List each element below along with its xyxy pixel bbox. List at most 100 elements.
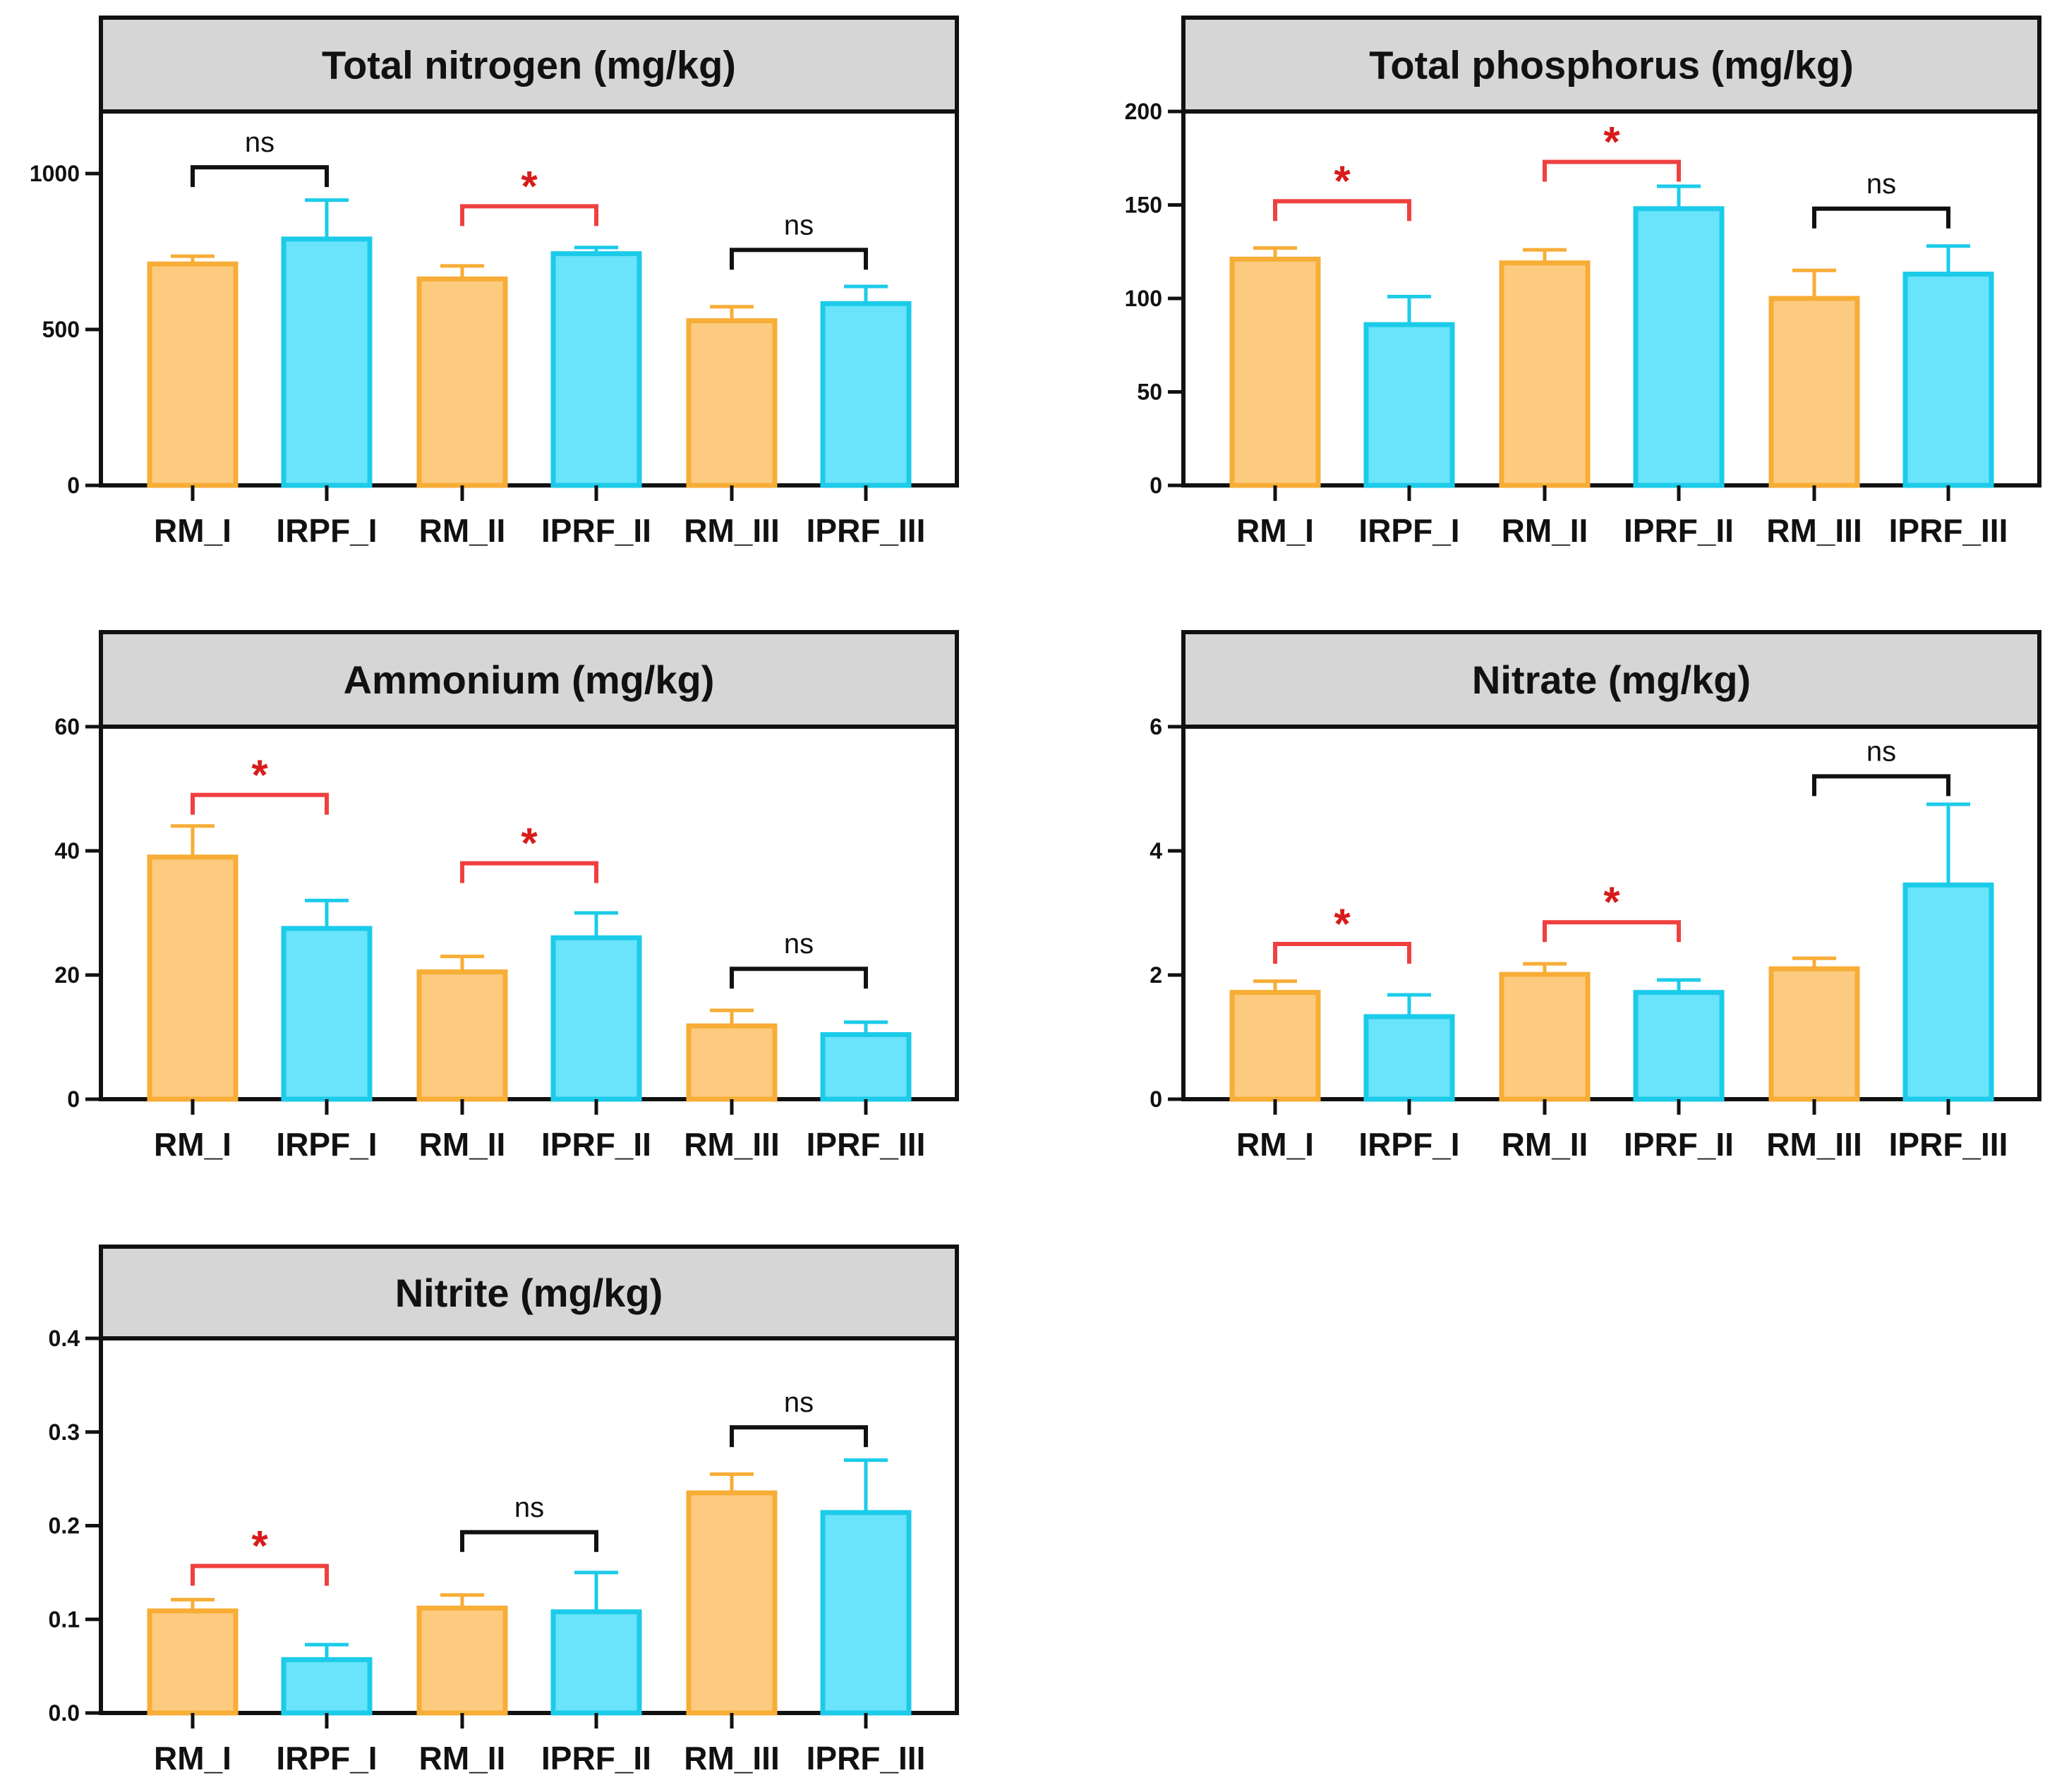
bar-iprf-ii [550,251,642,488]
x-tick-label-rm-ii: RM_II [419,1740,506,1776]
x-tick-label-rm-i: RM_I [154,1740,231,1776]
x-tick-label-rm-iii: RM_III [1766,1126,1862,1163]
bar-iprf-iii [1902,882,1994,1102]
x-tick-label-iprf-iii: IPRF_III [807,512,926,549]
y-tick-label: 1000 [30,161,80,186]
x-tick-label-rm-i: RM_I [1236,1126,1314,1163]
comparison-bracket [191,1563,329,1586]
panel-title: Ammonium (mg/kg) [344,658,715,702]
bar-rm-i [1229,256,1321,488]
y-tick-label: 4 [1150,838,1162,864]
comparison-bracket [191,792,329,815]
bar-iprf-iii [820,1031,912,1102]
y-tick-label: 150 [1125,193,1162,218]
x-tick-label-irpf-i: IRPF_I [276,1126,377,1163]
bar-irpf-i [1363,1014,1455,1102]
y-tick-label: 0.2 [49,1513,80,1539]
significance-star: * [521,162,538,210]
bar-rm-i [147,261,239,488]
bar-irpf-i [1363,322,1455,488]
x-tick-label-iprf-iii: IPRF_III [1889,1126,2008,1163]
significance-star: * [1334,900,1351,948]
y-tick-label: 0 [1150,1086,1162,1112]
significance-ns: ns [1866,736,1896,767]
x-tick-label-rm-ii: RM_II [1502,512,1588,549]
comparison-bracket [1543,920,1681,943]
significance-ns: ns [514,1492,544,1523]
x-tick-label-iprf-ii: IPRF_II [1624,1126,1734,1163]
y-tick-label: 200 [1125,99,1162,124]
bar-rm-iii [1768,296,1860,488]
bar-iprf-ii [1633,990,1725,1102]
bar-rm-iii [686,1490,778,1716]
x-tick-label-rm-ii: RM_II [419,1126,506,1163]
y-tick-label: 0.1 [49,1606,80,1632]
bar-iprf-ii [550,935,642,1102]
x-tick-label-rm-iii: RM_III [684,512,779,549]
bar-rm-ii [416,1605,508,1716]
bar-iprf-iii [1902,272,1994,488]
x-tick-label-rm-i: RM_I [154,1126,231,1163]
significance-ns: ns [784,1387,814,1418]
significance-ns: ns [1866,169,1896,200]
comparison-bracket [460,204,598,226]
bar-rm-ii [1499,260,1591,488]
significance-star: * [1603,119,1620,166]
significance-ns: ns [784,210,814,241]
significance-star: * [251,751,268,799]
panel-title-box [1181,630,2041,729]
x-tick-label-iprf-iii: IPRF_III [807,1126,926,1163]
x-tick-label-irpf-i: IRPF_I [1358,512,1459,549]
y-tick-label: 100 [1125,286,1162,311]
bar-rm-ii [416,276,508,488]
panel-title: Total nitrogen (mg/kg) [322,43,736,87]
comparison-bracket [1543,159,1681,182]
significance-ns: ns [784,928,814,959]
bar-rm-ii [1499,971,1591,1102]
x-tick-label-rm-i: RM_I [154,512,231,549]
panel-title-box [99,1245,959,1340]
comparison-bracket [730,1425,868,1448]
chart-panel-nitrite-mg-kg: Nitrite (mg/kg) 0.0 0.1 0.2 0.3 0.4 RM_I IRPF_I… [49,1245,959,1776]
panel-title-box [1181,16,2041,114]
panel-title: Nitrate (mg/kg) [1472,658,1751,702]
x-tick-label-irpf-i: IRPF_I [276,1740,377,1776]
x-tick-label-iprf-ii: IPRF_II [541,1126,651,1163]
x-tick-label-iprf-ii: IPRF_II [541,1740,651,1776]
comparison-bracket [460,861,598,883]
y-tick-label: 0 [67,1086,80,1112]
y-tick-label: 0 [1150,473,1162,498]
significance-star: * [251,1522,268,1570]
bar-rm-ii [416,969,508,1102]
comparison-bracket [1812,206,1950,229]
panel-title-box [99,630,959,729]
panel-title: Nitrite (mg/kg) [395,1271,663,1315]
x-tick-label-iprf-iii: IPRF_III [1889,512,2008,549]
chart-panel-nitrate-mg-kg: Nitrate (mg/kg) 0 2 4 6 RM_I IRPF_I RM_II IPRF_I… [1150,630,2041,1163]
chart-panel-total-nitrogen-mg-kg: Total nitrogen (mg/kg) 0 500 1000 RM_I IRPF_I… [30,16,959,549]
significance-star: * [521,820,538,867]
bar-irpf-i [281,236,373,488]
y-tick-label: 0 [67,473,80,498]
y-tick-label: 0.4 [49,1326,80,1351]
bar-irpf-i [281,1657,373,1716]
bar-iprf-iii [820,1510,912,1716]
comparison-bracket [460,1530,598,1552]
bar-rm-iii [686,1023,778,1102]
y-tick-label: 20 [54,962,80,988]
significance-star: * [1334,157,1351,205]
bar-iprf-ii [1633,206,1725,488]
x-tick-label-rm-iii: RM_III [684,1740,779,1776]
y-tick-label: 500 [42,317,80,342]
x-tick-label-rm-iii: RM_III [1766,512,1862,549]
bar-irpf-i [281,926,373,1102]
bar-rm-i [1229,990,1321,1102]
bar-iprf-iii [820,301,912,488]
comparison-bracket [191,165,329,188]
x-tick-label-rm-ii: RM_II [419,512,506,549]
chart-panel-ammonium-mg-kg: Ammonium (mg/kg) 0 20 40 60 RM_I IRPF_I RM_II IP… [54,630,959,1163]
x-tick-label-irpf-i: IRPF_I [1358,1126,1459,1163]
y-tick-label: 0.3 [49,1419,80,1445]
comparison-bracket [1273,942,1411,964]
comparison-bracket [1273,199,1411,222]
